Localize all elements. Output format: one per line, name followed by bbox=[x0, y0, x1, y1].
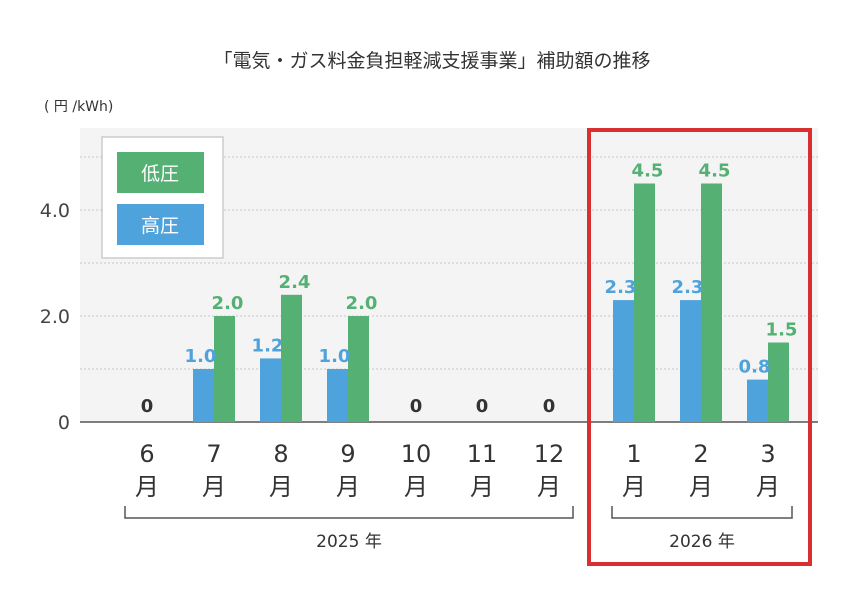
bar-high-voltage bbox=[260, 358, 281, 422]
y-tick-label: 0 bbox=[58, 412, 70, 434]
data-label-high-voltage: 1.2 bbox=[252, 335, 284, 356]
x-tick-month-suffix: 月 bbox=[756, 473, 780, 501]
legend-swatch bbox=[117, 152, 204, 193]
x-tick-month-suffix: 月 bbox=[135, 473, 159, 501]
year-bracket bbox=[124, 506, 574, 519]
data-label-high-voltage: 2.3 bbox=[672, 277, 704, 298]
data-label: 0 bbox=[476, 396, 489, 417]
highlight-frame-2026 bbox=[587, 128, 812, 566]
bar-low-voltage bbox=[281, 294, 302, 422]
x-tick-label: 10 bbox=[401, 440, 432, 468]
bar-high-voltage bbox=[680, 300, 701, 422]
data-label-high-voltage: 1.0 bbox=[185, 346, 217, 367]
data-label: 0 bbox=[543, 396, 556, 417]
y-axis-unit-label: ( 円 /kWh) bbox=[44, 99, 113, 115]
x-tick-label: 9 bbox=[340, 440, 355, 468]
bar-high-voltage bbox=[327, 369, 348, 422]
year-bracket bbox=[611, 506, 793, 519]
chart-title: 「電気・ガス料金負担軽減支援事業」補助額の推移 bbox=[213, 50, 650, 72]
y-tick-labels: 0 2.0 4.0 bbox=[40, 200, 70, 434]
year-groups: 2025 年 2026 年 bbox=[124, 506, 793, 552]
x-tick-month-suffix: 月 bbox=[404, 473, 428, 501]
x-tick-month-suffix: 月 bbox=[537, 473, 561, 501]
x-tick-label: 2 bbox=[693, 440, 708, 468]
x-tick-label: 1 bbox=[626, 440, 641, 468]
data-label-low-voltage: 4.5 bbox=[699, 161, 731, 182]
year-label: 2026 年 bbox=[669, 532, 735, 552]
year-label: 2025 年 bbox=[316, 532, 382, 552]
bar-low-voltage bbox=[348, 316, 369, 422]
x-tick-month-suffix: 月 bbox=[689, 473, 713, 501]
y-tick-label: 2.0 bbox=[40, 306, 70, 328]
data-label-low-voltage: 1.5 bbox=[766, 320, 798, 341]
legend-label: 高圧 bbox=[141, 215, 179, 237]
gridlines bbox=[80, 156, 818, 370]
x-tick-month-suffix: 月 bbox=[622, 473, 646, 501]
data-label: 0 bbox=[410, 396, 423, 417]
x-tick-label: 11 bbox=[467, 440, 498, 468]
x-tick-month-suffix: 月 bbox=[470, 473, 494, 501]
data-label-low-voltage: 2.4 bbox=[279, 272, 311, 293]
legend-swatch bbox=[117, 204, 204, 245]
x-tick-label: 7 bbox=[206, 440, 221, 468]
bar-high-voltage bbox=[613, 300, 634, 422]
data-label-low-voltage: 4.5 bbox=[632, 161, 664, 182]
data-labels: 0 1.0 2.0 1.2 2.4 1.0 2.0 0 0 0 2.3 4.5 2.3 4.5 0.8 1.5 bbox=[141, 161, 798, 418]
bar-high-voltage bbox=[747, 379, 768, 422]
x-tick-label: 12 bbox=[534, 440, 565, 468]
data-label-low-voltage: 2.0 bbox=[212, 293, 244, 314]
bar-high-voltage bbox=[193, 369, 214, 422]
x-tick-month-suffix: 月 bbox=[202, 473, 226, 501]
bar-low-voltage bbox=[768, 342, 789, 422]
x-tick-month-suffix: 月 bbox=[269, 473, 293, 501]
data-label: 0 bbox=[141, 396, 154, 417]
bars bbox=[193, 183, 789, 422]
x-tick-label: 6 bbox=[139, 440, 154, 468]
data-label-high-voltage: 2.3 bbox=[605, 277, 637, 298]
data-label-high-voltage: 1.0 bbox=[319, 346, 351, 367]
y-tick-label: 4.0 bbox=[40, 200, 70, 222]
data-label-high-voltage: 0.8 bbox=[739, 357, 771, 378]
bar-low-voltage bbox=[701, 183, 722, 422]
x-tick-label: 3 bbox=[760, 440, 775, 468]
legend-label: 低圧 bbox=[141, 163, 179, 185]
x-tick-month-suffix: 月 bbox=[336, 473, 360, 501]
bar-low-voltage bbox=[214, 316, 235, 422]
bar-low-voltage bbox=[634, 183, 655, 422]
x-tick-labels: 6 月 7 月 8 月 9 月 10 月 11 月 12 月 1 月 2 月 3 月 bbox=[135, 440, 780, 501]
x-tick-label: 8 bbox=[273, 440, 288, 468]
data-label-low-voltage: 2.0 bbox=[346, 293, 378, 314]
